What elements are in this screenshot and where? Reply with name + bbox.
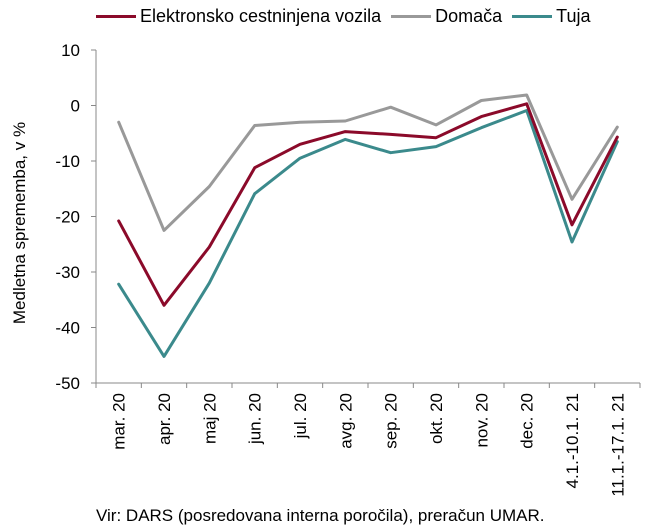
x-tick-label: dec. 20 [518,393,537,449]
x-tick-label: okt. 20 [427,393,446,444]
legend-label-tuja: Tuja [556,5,591,26]
x-tick-label: sep. 20 [382,393,401,449]
x-tick-label: jul. 20 [291,393,310,439]
legend-label-domaca: Domača [435,5,503,26]
legend-swatch-tuja [512,14,553,18]
y-tick-label: -20 [55,208,80,227]
y-tick-label: -40 [55,319,80,338]
x-tick-label: 4.1.-10.1. 21 [563,393,582,488]
y-tick-label: 10 [61,41,80,60]
y-tick-label: -30 [55,263,80,282]
legend-item-elektronsko: Elektronsko cestninjena vozila [96,6,381,27]
legend-label-elektronsko: Elektronsko cestninjena vozila [140,5,382,26]
series-line-2 [117,109,619,358]
y-tick-label: 0 [71,97,80,116]
legend-swatch-elektronsko [96,14,136,18]
y-tick-label: -10 [55,152,80,171]
y-tick-label: -50 [55,374,80,393]
x-tick-label: maj 20 [200,393,219,444]
legend-item-tuja: Tuja [512,5,591,27]
x-tick-label: mar. 20 [110,393,129,450]
legend-swatch-domaca [391,14,432,18]
x-tick-label: jun. 20 [246,393,265,445]
series-line-0 [117,102,619,307]
x-tick-label: nov. 20 [472,393,491,448]
x-tick-label: apr. 20 [155,393,174,445]
series-line-1 [117,93,619,232]
legend-item-domaca: Domača [391,6,502,27]
legend: Elektronsko cestninjena vozila Domača Tu… [96,4,601,28]
source-note: Vir: DARS (posredovana interna poročila)… [96,506,545,525]
x-tick-label: avg. 20 [336,393,355,449]
x-tick-label: 11.1.-17.1. 21 [608,393,627,497]
